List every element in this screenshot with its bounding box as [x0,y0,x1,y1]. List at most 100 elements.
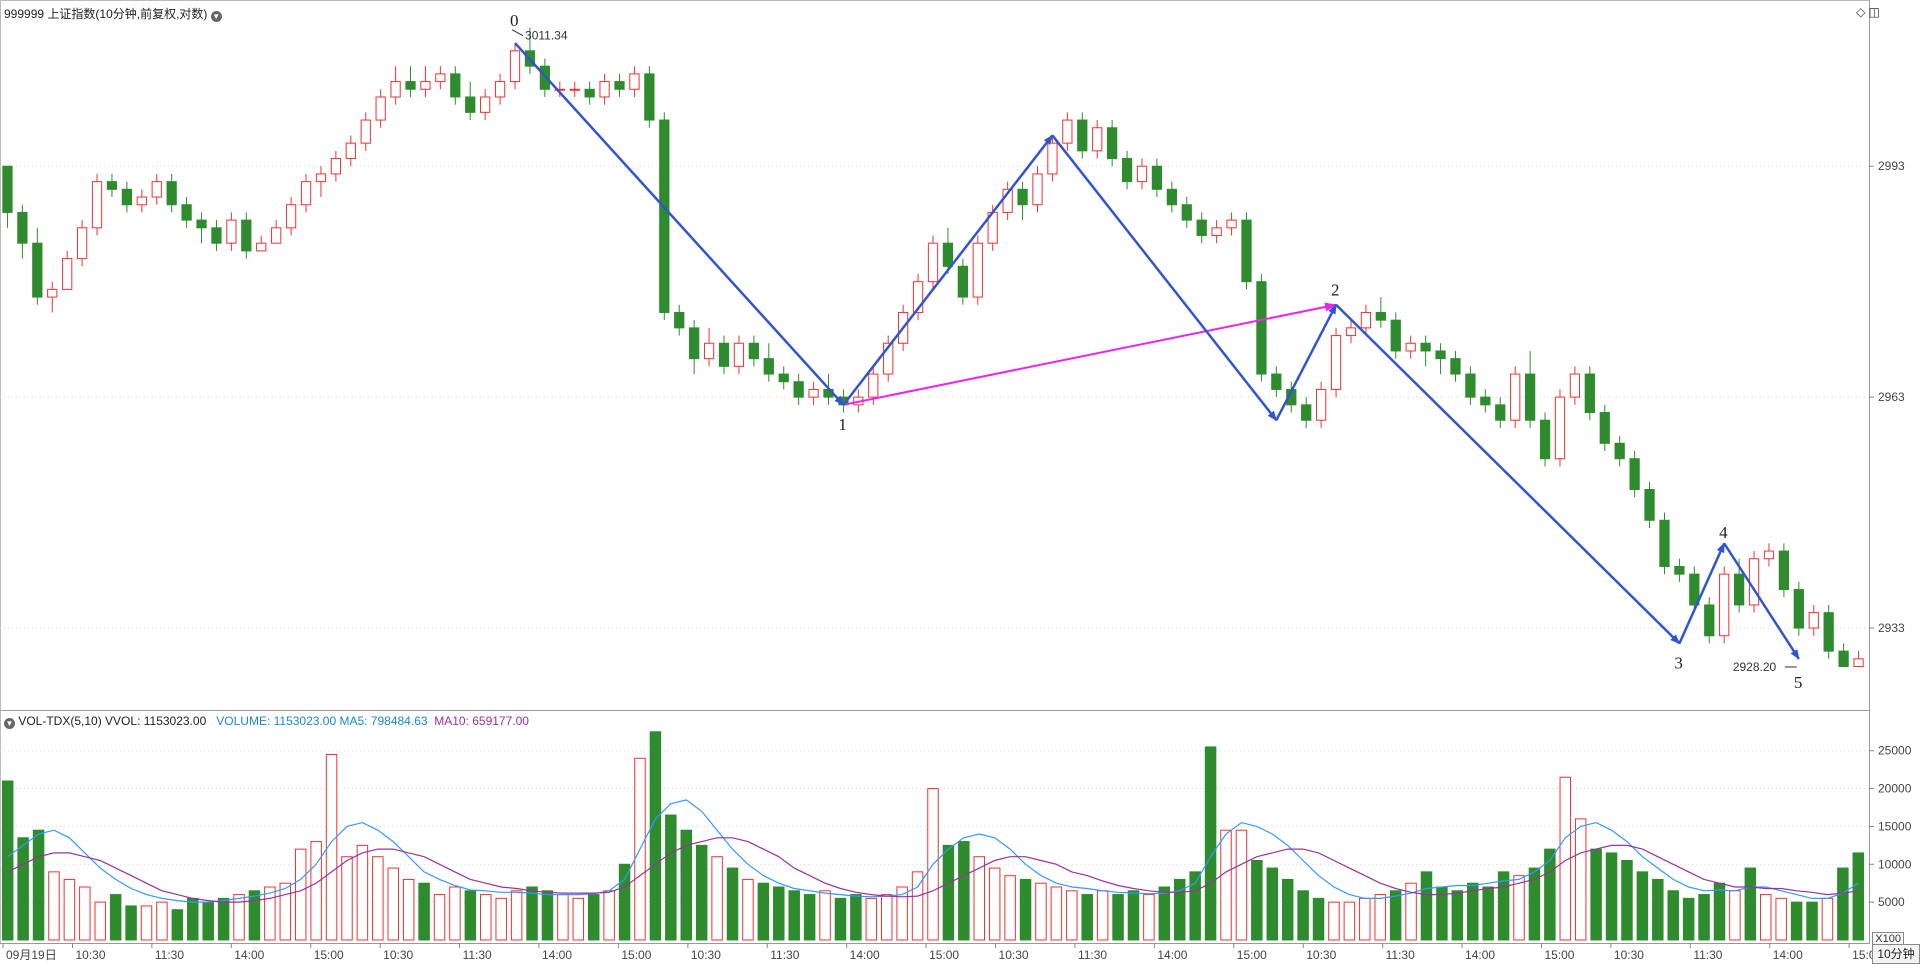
ma5-value: MA5: 798484.63 [339,714,428,728]
volume-bar-up [1220,829,1232,941]
candle-down [121,188,133,206]
ma5-line [7,799,1859,903]
candle-down [465,96,476,113]
volume-bar-down [217,897,230,941]
candle-down [1778,550,1790,591]
dropdown-circle-icon[interactable]: ▼ [210,11,222,22]
candle-up [972,242,983,298]
candle-up [1047,142,1058,175]
panel-toggle-icon[interactable]: ◫ [1868,5,1880,19]
volume-bar-down [109,894,122,941]
volume-bar-down [1713,882,1726,941]
volume-bar-up [341,856,353,941]
x-tick-label: 11:30 [155,948,184,962]
wave-label: 4 [1719,523,1728,542]
volume-bar-down [665,814,677,941]
symbol-name: 上证指数 [47,7,96,21]
highlight-trend-line [843,302,1338,406]
volume-bar-up [279,882,292,941]
x-tick-label: 15:00 [929,948,959,962]
wave-label: 3 [1674,654,1683,673]
candle-down [1644,488,1655,521]
candle-down [614,81,625,90]
volume-bars [1,731,1865,941]
candle-down [1107,127,1118,160]
candle-down [1465,373,1476,398]
volume-bar-down [1790,901,1803,941]
volume-bar-down [1297,890,1309,941]
candle-up [1719,573,1730,637]
candle-down [2,165,13,213]
x-tick-label: 14:00 [234,948,264,962]
volume-bar-down [1852,852,1865,941]
candle-up [509,50,521,83]
volume-bar-down [1528,867,1541,941]
volume-bar-up [1328,901,1340,941]
candle-up [554,88,565,91]
candle-down [1196,219,1207,237]
volume-bar-down [1698,894,1710,941]
volume-bar-down [1266,867,1279,941]
candle-down [942,242,954,267]
candle-down [718,342,730,367]
candle-up [47,288,58,298]
diamond-icon[interactable]: ◇ [1856,5,1866,19]
volume-bar-up [1050,886,1063,941]
volume-bar-up [1004,875,1016,941]
volume-bar-down [418,882,430,941]
candle-up [1763,550,1775,560]
volume-bar-down [248,890,261,941]
candle-down [957,265,968,298]
candle-down [211,227,222,244]
candle-down [763,358,774,375]
volume-bar-up [1775,897,1787,941]
wave-label: 1 [838,415,847,434]
candle-down [659,119,670,313]
candle-up [1092,127,1103,152]
candle-up [435,73,446,83]
period-button[interactable]: 10分钟 [1872,944,1920,964]
trend-line [1678,542,1726,644]
dropdown-circle-icon[interactable]: ▼ [4,718,15,729]
candle-up [151,181,162,198]
wave-label: 0 [510,11,519,30]
volume-bar-up [557,894,569,941]
volume-bar-down [618,863,631,941]
vvol-value: VVOL: 1153023.00 [105,714,207,728]
volume-bar-down [1667,890,1679,941]
volume-bar-up [1066,890,1078,941]
candle-down [1689,573,1700,606]
volume-tick-label: 10000 [1878,857,1912,871]
volume-bar-up [140,905,153,941]
volume-bar-up [911,871,924,941]
candle-up [703,342,715,360]
volume-bar-down [1451,890,1464,941]
candle-up [480,96,491,113]
volume-bar-up [356,844,369,941]
candle-up [629,73,640,90]
volume-bar-up [480,894,492,941]
candle-up [226,219,237,244]
price-tick-label: 2963 [1878,390,1905,404]
volume-bar-up [572,897,585,941]
volume-bar-down [17,837,29,941]
candle-down [450,73,461,98]
candle-down [1480,396,1491,406]
volume-bar-down [1497,871,1510,941]
wave-label: 5 [1794,673,1803,692]
x-tick-label: 10:30 [1306,948,1336,962]
x-tick-label: 14:00 [1157,948,1187,962]
x-tick-label: 10:30 [75,948,105,962]
volume-bar-down [958,841,970,941]
volume-tick-label: 5000 [1878,895,1905,909]
trend-line [1275,303,1338,421]
price-marks: 3011.34 2928.20 [511,29,1797,674]
volume-bar-down [32,829,45,941]
candle-up [733,342,745,367]
volume-bar-up [372,856,384,941]
volume-bar-down [1312,897,1325,941]
volume-bar-down [1806,901,1818,941]
candle-up [62,258,73,290]
candlestick-series [2,27,1864,668]
